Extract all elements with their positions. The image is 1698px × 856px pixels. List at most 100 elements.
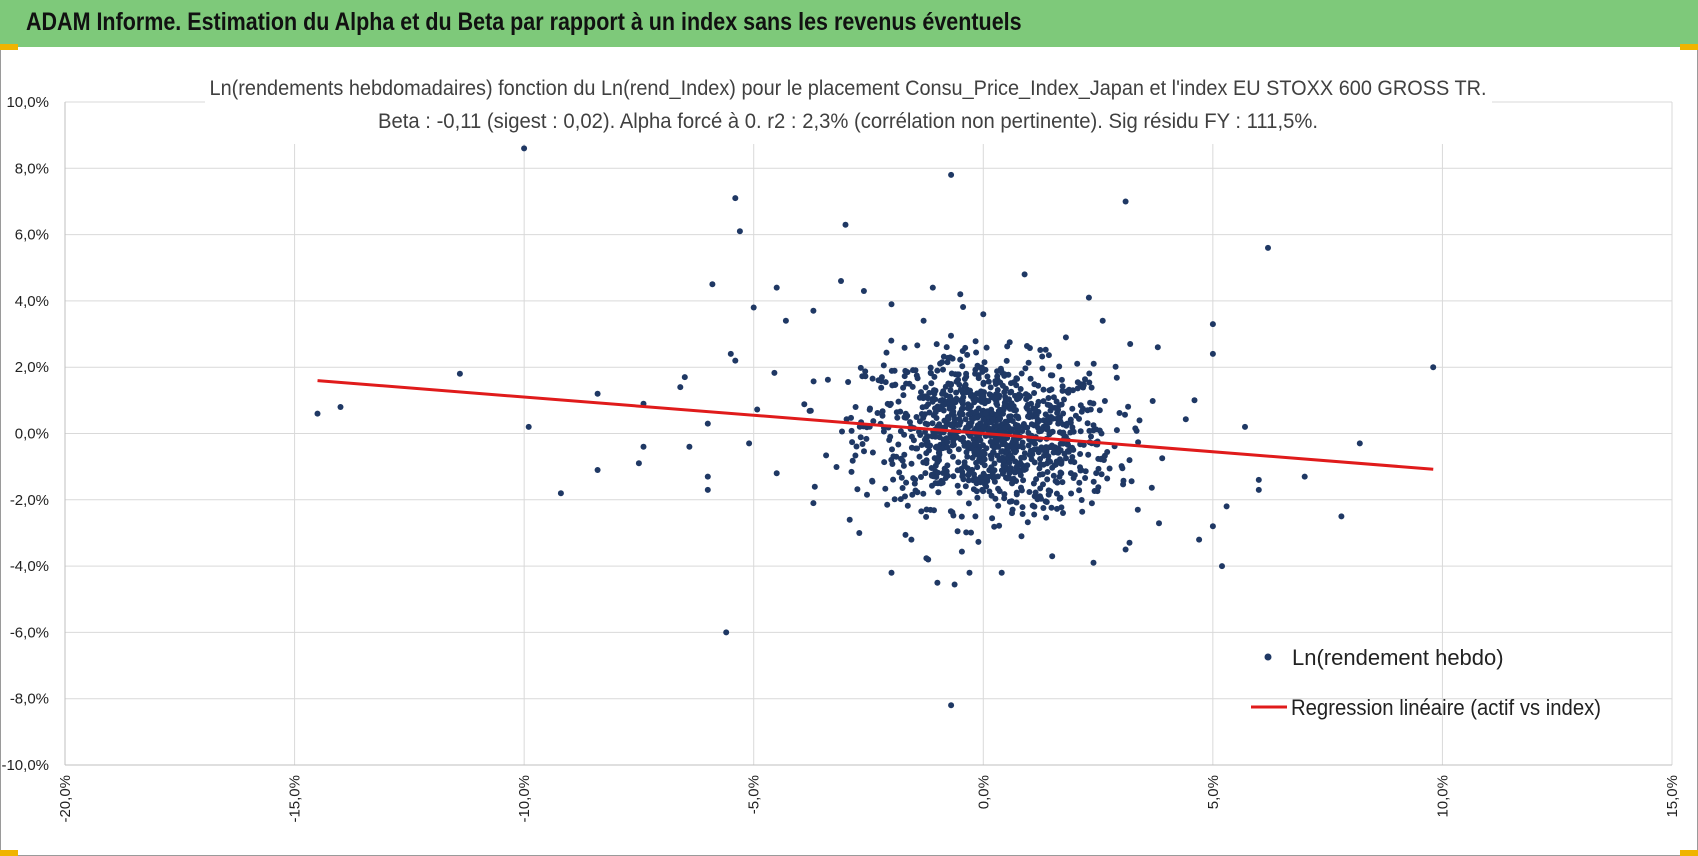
- corner-top-right: [1680, 44, 1698, 50]
- data-point: [1035, 424, 1041, 431]
- data-point: [862, 368, 869, 375]
- data-point: [1052, 478, 1059, 485]
- data-point: [888, 301, 895, 308]
- data-point: [965, 477, 972, 484]
- data-point: [927, 369, 934, 376]
- data-point: [1006, 339, 1013, 346]
- data-point: [1040, 505, 1047, 511]
- data-point: [1007, 465, 1014, 471]
- data-point: [923, 555, 930, 562]
- data-point: [1006, 413, 1013, 420]
- data-point: [899, 485, 906, 491]
- data-point: [960, 304, 967, 310]
- data-point: [918, 389, 924, 396]
- data-point: [1074, 360, 1081, 367]
- data-point: [846, 516, 853, 523]
- data-point: [910, 475, 917, 482]
- data-point: [1047, 458, 1054, 465]
- data-point: [848, 468, 855, 475]
- data-point: [1134, 506, 1141, 513]
- data-point: [961, 383, 968, 390]
- data-point: [640, 443, 647, 450]
- data-point: [955, 446, 962, 453]
- data-point: [1091, 488, 1098, 494]
- data-point: [968, 409, 975, 415]
- data-point: [932, 444, 939, 451]
- data-point: [1018, 533, 1025, 540]
- data-point: [980, 488, 987, 495]
- data-point: [1058, 458, 1065, 465]
- data-point: [1049, 553, 1056, 560]
- data-point: [1078, 408, 1085, 415]
- data-point: [1074, 379, 1081, 386]
- data-point: [869, 449, 876, 456]
- data-point: [973, 459, 980, 466]
- data-point: [1018, 454, 1025, 461]
- data-point: [806, 407, 813, 414]
- data-point: [954, 482, 961, 489]
- data-point: [1040, 386, 1047, 393]
- data-point: [964, 453, 971, 460]
- data-point: [1069, 454, 1076, 460]
- legend: Ln(rendement hebdo) Regression linéaire …: [1251, 645, 1601, 720]
- data-point: [1209, 523, 1216, 530]
- data-point: [1065, 389, 1072, 396]
- data-point: [994, 452, 1001, 459]
- data-point: [955, 459, 962, 466]
- data-point: [935, 489, 942, 496]
- data-point: [1030, 480, 1037, 487]
- data-point: [1018, 370, 1025, 377]
- data-point: [988, 453, 995, 460]
- axes: [64, 102, 1672, 766]
- data-point: [704, 473, 711, 480]
- data-point: [1116, 410, 1123, 416]
- data-point: [1025, 413, 1032, 420]
- data-point: [1106, 465, 1113, 472]
- data-point: [1430, 364, 1437, 371]
- data-point: [978, 398, 985, 405]
- data-point: [945, 354, 952, 361]
- data-point: [1059, 479, 1066, 486]
- data-point: [975, 375, 982, 382]
- data-point: [879, 412, 886, 419]
- data-point: [914, 342, 921, 349]
- data-point: [940, 470, 947, 476]
- data-point: [909, 491, 916, 498]
- data-point: [1088, 433, 1094, 440]
- chart-title-background: [205, 74, 1492, 144]
- data-point: [1255, 476, 1262, 483]
- data-point: [1025, 359, 1032, 366]
- data-point: [973, 349, 980, 356]
- data-point: [939, 445, 946, 452]
- data-point: [954, 467, 961, 474]
- data-point: [996, 522, 1003, 529]
- data-point: [962, 416, 969, 423]
- data-point: [1039, 353, 1046, 360]
- data-point: [926, 409, 933, 416]
- data-point: [972, 447, 979, 454]
- data-point: [1001, 389, 1008, 396]
- data-point: [746, 440, 753, 447]
- data-point: [995, 485, 1002, 492]
- legend-label-regression: Regression linéaire (actif vs index): [1291, 695, 1601, 720]
- data-point: [1053, 398, 1060, 405]
- data-point: [970, 415, 977, 422]
- data-point: [948, 702, 955, 709]
- data-point: [937, 360, 944, 367]
- data-point: [1019, 511, 1026, 517]
- data-point: [944, 439, 951, 446]
- data-point: [727, 350, 734, 357]
- data-point: [1006, 475, 1013, 482]
- data-point: [981, 456, 988, 463]
- data-point: [948, 410, 955, 417]
- x-tick-label: -15,0%: [287, 775, 304, 823]
- data-point: [914, 445, 921, 452]
- data-point: [811, 483, 818, 490]
- data-point: [934, 367, 941, 374]
- data-point: [1015, 443, 1022, 450]
- data-point: [944, 472, 951, 479]
- data-point: [1037, 456, 1044, 462]
- data-point: [920, 490, 927, 497]
- data-point: [971, 399, 978, 406]
- data-point: [1122, 411, 1128, 418]
